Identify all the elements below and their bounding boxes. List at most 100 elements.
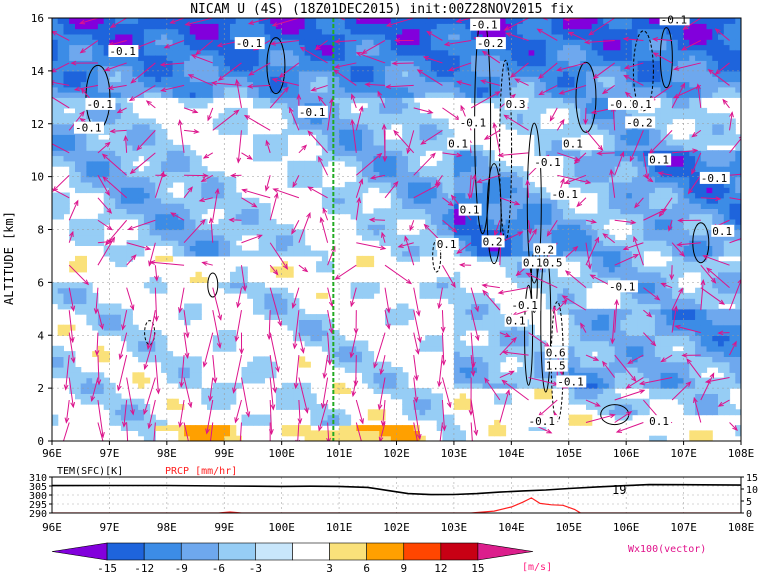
vector-legend: Wx100(vector): [628, 544, 706, 555]
tem-tick-label: 295: [29, 500, 47, 511]
surface-x-tick-label: 101E: [326, 521, 353, 534]
contour-label: 0.10.5: [521, 256, 566, 270]
surface-x-tick-label: 99E: [214, 521, 234, 534]
main-panel: -0.1 -0.1 -0.1 -0.1 -0.1 -0.1 0.1 -0.1 -0.2 0.3 -0…: [2, 12, 754, 534]
contour-label: -0.1: [297, 105, 328, 119]
contour-label: 0.1: [711, 224, 735, 238]
contour-label: -0.2: [625, 116, 656, 129]
surface-x-tick-label: 96E: [42, 521, 62, 534]
contour-label: -0.1: [607, 280, 638, 293]
x-tick-label: 100E: [268, 447, 295, 460]
x-tick-label: 102E: [383, 447, 410, 460]
y-tick-label: 10: [31, 171, 44, 184]
surface-x-tick-label: 104E: [498, 521, 525, 534]
colorbar-swatch: [292, 542, 330, 561]
colorbar-swatch: [143, 542, 182, 561]
y-tick-label: 8: [37, 224, 44, 237]
colorbar-unit: [m/s]: [522, 562, 552, 573]
contour-label: -0.1: [659, 13, 690, 26]
contour-label: -0.1: [556, 375, 587, 388]
wind-vectors: [52, 18, 741, 441]
colorbar-tick-label: 9: [400, 562, 407, 575]
colorbar-swatch: [440, 542, 479, 561]
contour-label: 0.1: [458, 203, 482, 217]
contour-label: 0.1: [435, 238, 459, 251]
colorbar-swatch: [366, 542, 405, 561]
colorbar-tick-label: -6: [212, 562, 225, 575]
y-tick-label: 16: [31, 12, 44, 25]
surface-grid: [52, 477, 741, 513]
colorbar-swatch: [403, 542, 442, 561]
surface-x-tick-label: 103E: [441, 521, 468, 534]
contour-label: -0.1: [699, 171, 730, 185]
y-tick-label: 12: [31, 118, 44, 131]
surface-x-tick-label: 106E: [613, 521, 640, 534]
y-tick-label: 6: [37, 276, 44, 289]
x-axis: 96E 96E 97E 97E 98E 98E 99E 99E 100E 100E 101E 101E…: [42, 441, 754, 534]
tem-tick-label: 310: [29, 473, 47, 484]
surface-panel: TEM(SFC)[K] PRCP [mm/hr] 19 310305300295…: [29, 466, 758, 520]
contour-labels: -0.1 -0.1 -0.1 -0.1 -0.1 -0.1 0.1 -0.1 -0.2 0.3 -0…: [73, 13, 735, 428]
contour-label: 0.1: [648, 415, 672, 428]
contour-label: 0.6: [544, 346, 568, 359]
colorbar-swatch: [180, 542, 219, 561]
x-tick-label: 96E: [42, 447, 62, 460]
contour-label: 0.1: [562, 137, 586, 151]
x-tick-label: 99E: [214, 447, 234, 460]
contour-label: -0.1: [73, 122, 104, 135]
contour-label: 0.1: [648, 153, 672, 166]
prcp-tick-label: 0: [746, 509, 752, 520]
contour-label: 0.1: [504, 314, 528, 328]
y-axis-label: ALTITUDE [km]: [2, 211, 16, 305]
prcp-label: PRCP [mm/hr]: [165, 466, 237, 477]
contour-label: -0.2: [475, 37, 506, 50]
y-tick-label: 0: [37, 435, 44, 448]
surface-x-tick-label: 102E: [383, 521, 410, 534]
contour-label: 0.1: [630, 97, 654, 111]
tem-tick-label: 305: [29, 482, 47, 493]
contour-label: -0.1: [458, 116, 489, 129]
colorbar-tick-label: -9: [175, 562, 188, 575]
colorbar-swatch: [329, 542, 367, 561]
colorbar-tick-label: -3: [249, 562, 262, 575]
contour-label: 0.2: [533, 243, 557, 256]
surface-annotation: 19: [612, 483, 626, 497]
colorbar-tick-label: 3: [326, 562, 333, 575]
x-tick-label: 98E: [157, 447, 177, 460]
colorbar-tick-label: -12: [134, 562, 154, 575]
contour-label: -0.1: [510, 298, 541, 312]
colorbar-swatch: [51, 542, 108, 561]
colorbar-tick-label: 6: [363, 562, 370, 575]
tem-tick-label: 300: [29, 491, 47, 502]
tem-tick-label: 290: [29, 509, 47, 520]
tem-series: [52, 483, 741, 496]
prcp-tick-label: 10: [746, 485, 758, 496]
contour-label: -0.1: [527, 415, 558, 428]
x-tick-label: 97E: [99, 447, 119, 460]
x-tick-label: 101E: [326, 447, 353, 460]
colorbar-tick-label: -15: [97, 562, 117, 575]
surface-x-tick-label: 97E: [99, 521, 119, 534]
contour-label: 0.2: [481, 235, 505, 248]
contour-label: 0.3: [504, 97, 528, 111]
contour-label: -0.1: [550, 187, 581, 201]
y-tick-label: 4: [37, 329, 44, 342]
contour-label: 0.1: [447, 137, 471, 151]
colorbar-tick-label: 12: [434, 562, 447, 575]
surface-x-tick-label: 100E: [268, 521, 295, 534]
x-tick-label: 103E: [441, 447, 468, 460]
colorbar: -15 -12 -9 -6 -3 3 6 9 12 15: [51, 542, 534, 575]
contour-label: 1.5: [544, 359, 568, 373]
surface-x-tick-label: 107E: [670, 521, 697, 534]
y-tick-label: 14: [31, 65, 45, 78]
x-tick-label: 104E: [498, 447, 525, 460]
x-tick-label: 105E: [556, 447, 583, 460]
colorbar-swatch: [477, 542, 534, 561]
prcp-tick-label: 5: [746, 497, 752, 508]
contour-label: -0.1: [234, 37, 265, 50]
prcp-tick-label: 15: [746, 473, 758, 484]
surface-x-tick-label: 108E: [728, 521, 755, 534]
surface-x-tick-label: 98E: [157, 521, 177, 534]
